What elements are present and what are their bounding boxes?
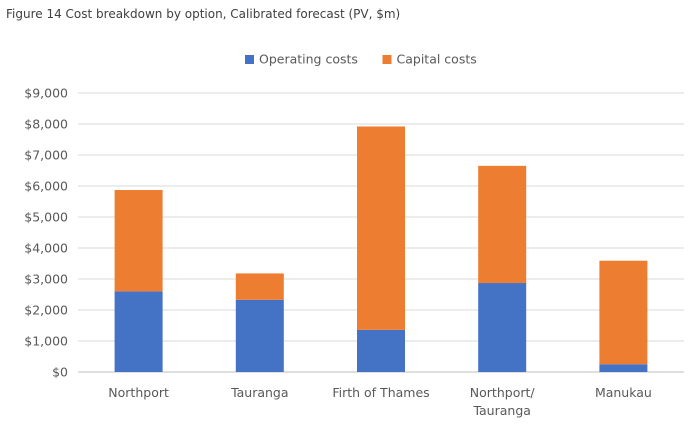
legend-swatch	[245, 55, 254, 64]
bars	[114, 126, 648, 372]
y-tick-label: $5,000	[24, 210, 68, 225]
bar-operating-costs	[114, 291, 163, 372]
x-tick-label: Tauranga	[230, 385, 288, 400]
legend-label: Capital costs	[397, 52, 477, 67]
y-tick-label: $3,000	[24, 272, 68, 287]
y-tick-label: $6,000	[24, 179, 68, 194]
bar-capital-costs	[599, 260, 648, 365]
y-tick-label: $8,000	[24, 117, 68, 132]
y-tick-label: $9,000	[24, 86, 68, 101]
y-tick-label: $2,000	[24, 303, 68, 318]
y-axis-tick-labels: $0 $1,000 $2,000 $3,000 $4,000 $5,000 $6,000 $7…	[24, 86, 68, 380]
bar-capital-costs	[357, 126, 405, 330]
bar-capital-costs	[235, 273, 284, 300]
y-tick-label: $7,000	[24, 148, 68, 163]
figure-title: Figure 14 Cost breakdown by option, Cali…	[6, 7, 401, 21]
x-tick-label: Northport	[108, 385, 169, 400]
x-tick-label: Firth of Thames	[332, 385, 429, 400]
bar-capital-costs	[114, 190, 163, 292]
bar-operating-costs	[599, 364, 648, 372]
x-axis-tick-labels: Northport Tauranga Firth of Thames Northpor…	[108, 385, 652, 418]
y-tick-label: $0	[52, 365, 68, 380]
bar-operating-costs	[235, 299, 284, 372]
bar-operating-costs	[478, 283, 527, 372]
legend-swatch	[382, 55, 392, 64]
bar-capital-costs	[478, 165, 527, 284]
x-tick-label: Northport/Tauranga	[470, 385, 536, 418]
x-tick-label: Manukau	[595, 385, 652, 400]
y-tick-label: $1,000	[24, 334, 68, 349]
y-tick-label: $4,000	[24, 241, 68, 256]
legend: Operating costs Capital costs	[245, 52, 477, 67]
legend-label: Operating costs	[259, 52, 358, 67]
bar-operating-costs	[357, 329, 405, 372]
